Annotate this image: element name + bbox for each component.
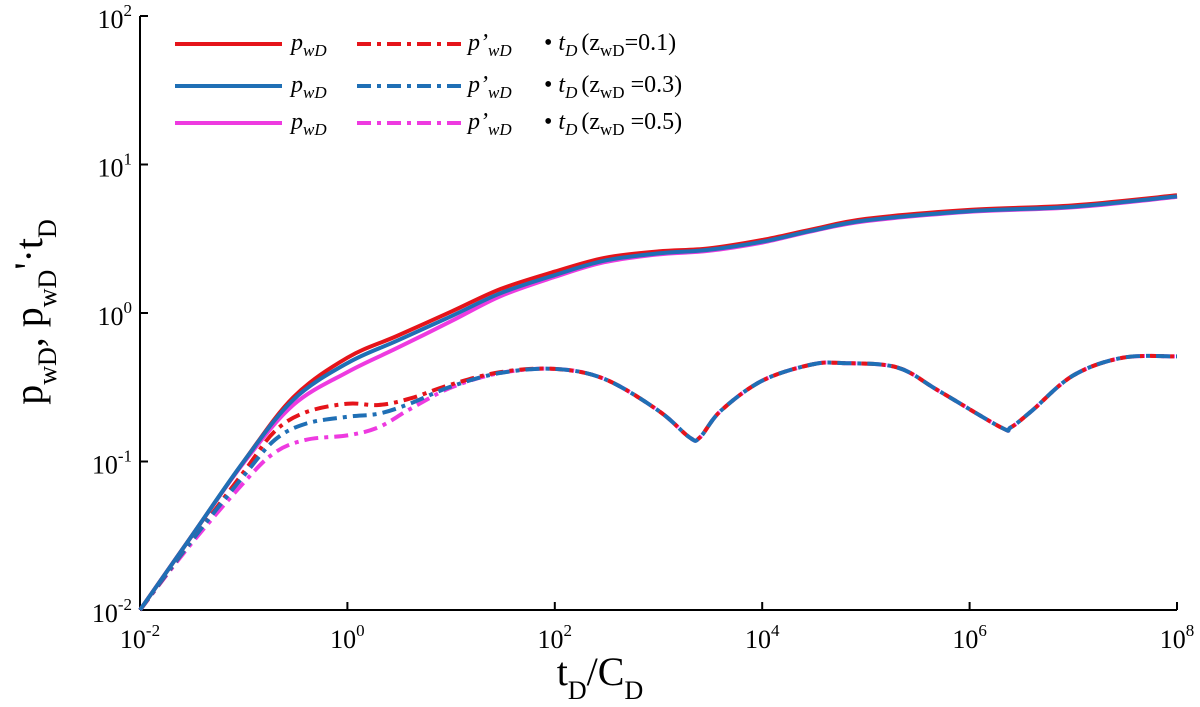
x-tick-label: 108 (1160, 621, 1195, 654)
legend: pwD p’wD • tD (zwD=0.1) pwD p’wD • tD (zwD =… (175, 30, 682, 139)
svg-text:pwD: pwD (289, 109, 327, 139)
series-layer (138, 193, 1178, 612)
y-axis-label: pwD, pwD'·tD (6, 219, 62, 405)
svg-text:•tD(zwD =0.5): • tD (zwD =0.5) (544, 109, 682, 139)
svg-text:pwD: pwD (289, 30, 327, 60)
legend-entry: pwD p’wD • tD (zwD =0.5) (175, 109, 682, 139)
legend-entry: pwD p’wD • tD (zwD=0.1) (175, 30, 676, 60)
y-tick-label: 10-1 (92, 447, 132, 480)
pressure-series-line (138, 194, 1178, 612)
x-tick-label: 102 (538, 621, 573, 654)
x-tick-label: 10-2 (120, 621, 160, 654)
x-tick-label: 106 (952, 621, 987, 654)
svg-text:pwD: pwD (289, 72, 327, 102)
y-tick-label: 102 (98, 1, 133, 34)
x-tick-label: 104 (745, 621, 780, 654)
x-axis-label: tD/CD (557, 649, 643, 705)
axis-ticks: 10-2 100 102 104 106 108 10-2 10-1 100 101 102 (92, 1, 1194, 654)
x-tick-label: 100 (330, 621, 365, 654)
legend-entry: pwD p’wD • tD (zwD =0.3) (175, 72, 682, 102)
y-tick-label: 101 (98, 150, 133, 183)
svg-text:p’wD: p’wD (466, 109, 512, 139)
y-tick-label: 10-2 (92, 595, 132, 628)
svg-text:•tD(zwD =0.3): • tD (zwD =0.3) (544, 72, 682, 102)
svg-text:•tD(zwD=0.1): • tD (zwD=0.1) (544, 30, 676, 60)
pressure-series-line (138, 194, 1178, 612)
y-tick-label: 100 (98, 298, 133, 331)
svg-text:p’wD: p’wD (466, 30, 512, 60)
derivative-series-line (138, 353, 1178, 612)
svg-text:p’wD: p’wD (466, 72, 512, 102)
